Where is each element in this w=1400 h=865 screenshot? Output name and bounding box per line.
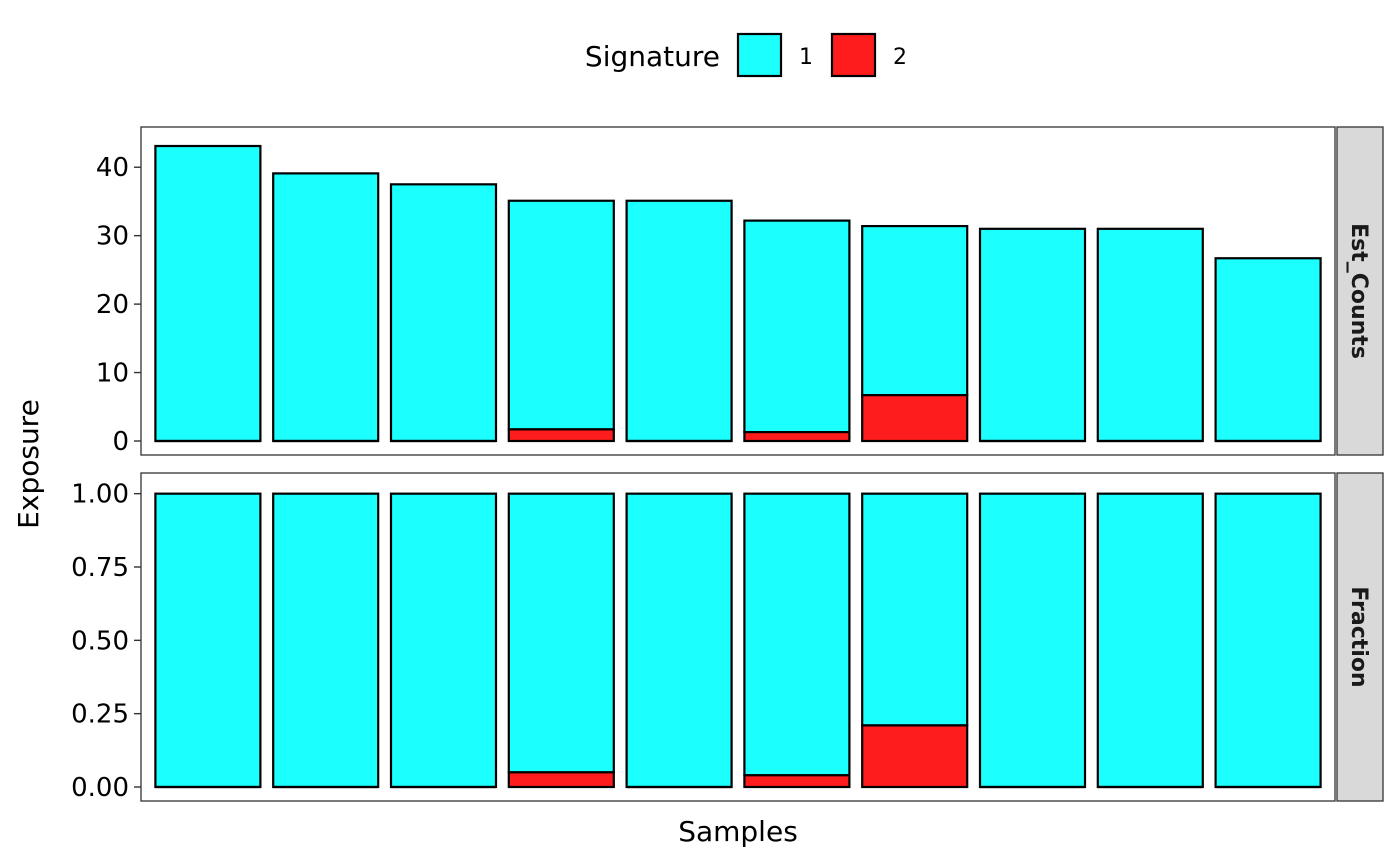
facet-panels: 0 10 20 30 40 Est_Counts 0.00 0.25 0.50 0.75 1.00 F… — [71, 126, 1384, 803]
bar-signature-1 — [861, 224, 969, 397]
bar-signature-1 — [1096, 227, 1204, 443]
y-axis-title: Exposure — [12, 399, 45, 529]
panel-est-counts: 0 10 20 30 40 Est_Counts — [96, 126, 1384, 457]
bar-signature-2 — [861, 724, 969, 789]
bar-signature-2 — [507, 428, 615, 443]
bar-signature-1 — [1214, 257, 1322, 443]
bar-signature-1 — [272, 492, 380, 789]
legend-key-2 — [830, 32, 877, 78]
bar-signature-2 — [743, 774, 851, 789]
y-tick-label: 0.25 — [71, 700, 129, 730]
y-tick-label: 0.00 — [71, 773, 129, 803]
bar-signature-1 — [389, 492, 498, 789]
bar-signature-1 — [1096, 492, 1204, 789]
y-tick-label: 20 — [96, 290, 129, 320]
facet-strip — [1336, 126, 1384, 456]
facet-strip — [1336, 472, 1384, 802]
legend: Signature 1 2 — [585, 32, 907, 78]
bar-signature-1 — [625, 199, 733, 443]
bar-signature-1 — [861, 492, 969, 727]
legend-label-2: 2 — [893, 45, 907, 70]
y-tick-label: 10 — [96, 359, 129, 389]
bar-signature-1 — [272, 172, 380, 443]
bar-signature-1 — [507, 199, 615, 431]
legend-title: Signature — [585, 40, 720, 73]
y-tick-label: 40 — [96, 153, 129, 183]
legend-label-1: 1 — [799, 45, 813, 70]
y-tick-label: 1.00 — [71, 480, 129, 510]
legend-key-1 — [736, 32, 783, 78]
bar-signature-1 — [978, 492, 1087, 789]
bar-signature-1 — [978, 227, 1087, 443]
bar-signature-1 — [154, 492, 262, 789]
facet-strip-label: Fraction — [1346, 586, 1371, 687]
bar-signature-2 — [507, 771, 615, 789]
bar-signature-1 — [743, 492, 851, 777]
y-tick-label: 0 — [112, 427, 129, 457]
x-axis-title: Samples — [678, 815, 798, 848]
y-tick-label: 0.75 — [71, 553, 129, 583]
bar-signature-1 — [625, 492, 733, 789]
y-tick-label: 0.50 — [71, 626, 129, 656]
bar-signature-1 — [1214, 492, 1322, 789]
bar-signature-1 — [743, 219, 851, 434]
bar-signature-2 — [861, 394, 969, 443]
bar-signature-1 — [389, 183, 498, 443]
bar-signature-1 — [154, 144, 262, 443]
facet-strip-label: Est_Counts — [1346, 223, 1371, 359]
bar-signature-2 — [743, 431, 851, 443]
panel-fraction: 0.00 0.25 0.50 0.75 1.00 Fraction — [71, 472, 1384, 803]
y-tick-label: 30 — [96, 222, 129, 252]
bar-signature-1 — [507, 492, 615, 774]
